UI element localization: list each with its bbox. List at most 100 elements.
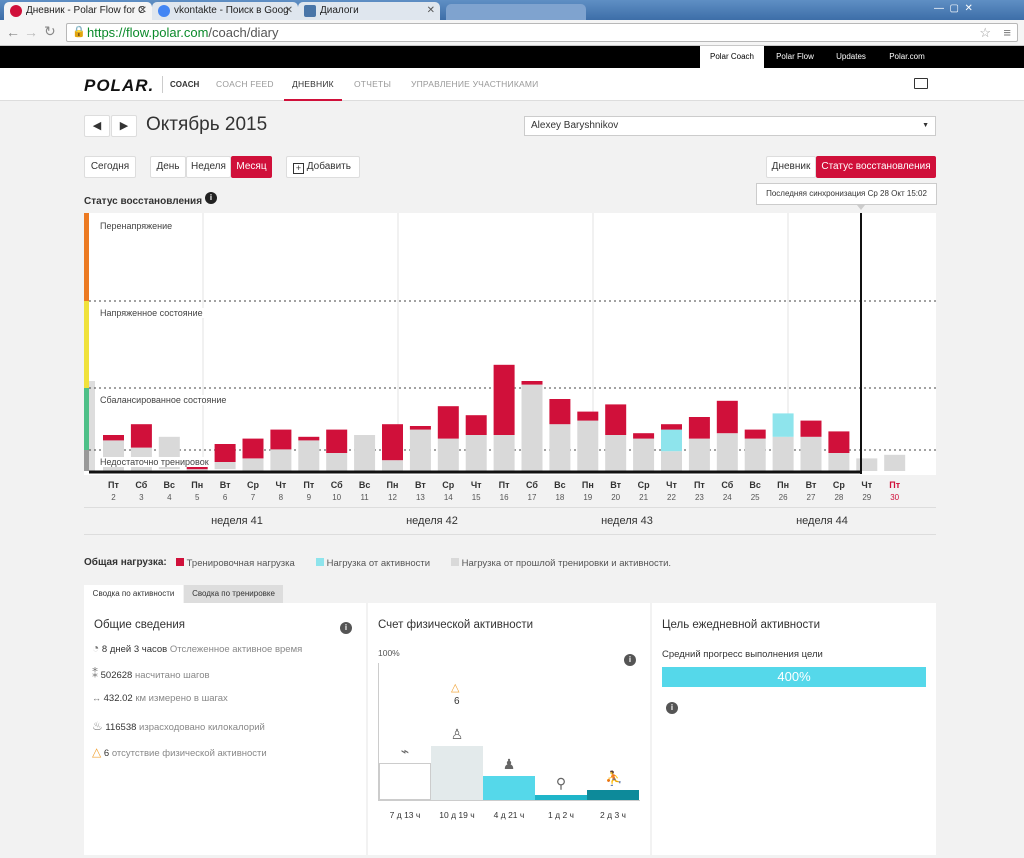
day-label: Сб — [135, 480, 148, 490]
info-icon[interactable]: i — [666, 702, 678, 714]
bar-previous-load — [856, 458, 878, 471]
diary-view-button[interactable]: Дневник — [766, 156, 816, 178]
topbar-updates[interactable]: Updates — [836, 52, 866, 61]
tab-activity-summary[interactable]: Сводка по активности — [84, 585, 183, 603]
bar-training-load — [605, 404, 627, 435]
day-label: Пт — [108, 480, 119, 490]
day-number: 2 — [111, 493, 116, 502]
activity-title: Счет физической активности — [378, 619, 534, 631]
tab-training-summary[interactable]: Сводка по тренировке — [184, 585, 283, 603]
bar-activity-load — [661, 429, 682, 452]
flame-icon: ♨ — [92, 719, 103, 733]
activity-baseline — [378, 800, 640, 801]
polar-logo[interactable]: POLAR. — [84, 76, 155, 95]
bar-training-load — [437, 406, 459, 439]
next-month-button[interactable]: ▶ — [111, 115, 137, 137]
chart-title: Статус восстановления — [84, 196, 203, 207]
bar-training-load — [382, 424, 403, 461]
forward-icon[interactable]: → — [24, 24, 38, 40]
nav-reports[interactable]: ОТЧЕТЫ — [354, 79, 392, 89]
prev-month-button[interactable]: ◀ — [84, 115, 110, 137]
day-label: Сб — [721, 480, 734, 490]
nav-manage-members[interactable]: УПРАВЛЕНИЕ УЧАСТНИКАМИ — [411, 79, 539, 89]
day-label: Вс — [749, 480, 761, 490]
browser-tab-google[interactable]: vkontakte - Поиск в Goog ✕ — [152, 2, 298, 20]
activity-bar — [431, 746, 483, 800]
bar-training-load — [493, 364, 515, 435]
zone-strip-balanced — [84, 388, 89, 450]
zone-strip-overreaching — [84, 213, 89, 301]
day-number: 30 — [890, 493, 900, 502]
axis-divider — [84, 507, 936, 508]
browser-tab-vk[interactable]: Диалоги ✕ — [298, 2, 440, 20]
footsteps-icon: ⁑ — [92, 667, 98, 681]
url-input[interactable]: 🔒 https://flow.polar.com/coach/diary ☆ ≡ — [66, 23, 1018, 42]
info-icon[interactable]: i — [340, 622, 352, 634]
clock-icon: ◔ — [92, 641, 100, 655]
month-button[interactable]: Месяц — [231, 156, 272, 178]
tooltip-arrow — [857, 205, 865, 210]
stat-inactivity: △ 6 отсутствие физической активности — [92, 745, 267, 759]
bar-previous-load — [688, 438, 710, 471]
topbar-polar-com[interactable]: Polar.com — [889, 52, 925, 61]
topbar-polar-coach[interactable]: Polar Coach — [700, 46, 764, 68]
add-button[interactable]: + Добавить — [286, 156, 360, 178]
main-nav: POLAR. COACH COACH FEED ДНЕВНИК ОТЧЕТЫ У… — [0, 68, 1024, 101]
day-number: 11 — [360, 493, 369, 502]
divider — [162, 76, 163, 93]
day-number: 21 — [639, 493, 649, 502]
day-label: Вт — [610, 480, 622, 490]
standing-icon: ♟ — [502, 756, 516, 772]
stat-distance: ↔ 432.02 км измерено в шагах — [92, 693, 228, 704]
day-label: Пн — [777, 480, 790, 490]
back-icon[interactable]: ← — [6, 24, 20, 40]
info-icon[interactable]: i — [624, 654, 636, 666]
bar-previous-load — [214, 462, 236, 470]
star-icon[interactable]: ☆ — [979, 25, 991, 40]
activity-bar — [535, 795, 587, 800]
close-icon[interactable]: ✕ — [284, 5, 293, 16]
recovery-chart: Перенапряжение Напряженное состояние Сба… — [84, 213, 936, 475]
window-controls[interactable]: — ▢ ✕ — [934, 3, 973, 14]
activity-bar-label: 10 д 19 ч — [439, 810, 475, 820]
reload-icon[interactable]: ↻ — [44, 23, 56, 39]
recovery-view-button[interactable]: Статус восстановления — [816, 156, 936, 178]
week-divider — [84, 534, 936, 535]
address-bar: ← → ↻ 🔒 https://flow.polar.com/coach/dia… — [0, 20, 1024, 46]
bar-previous-load — [270, 449, 292, 471]
polar-favicon — [10, 5, 22, 17]
bar-training-load — [800, 420, 822, 437]
warning-icon: △ — [451, 682, 460, 694]
activity-bar — [483, 776, 535, 800]
bar-training-load — [521, 381, 543, 385]
week-button[interactable]: Неделя — [186, 156, 231, 178]
day-label: Ср — [247, 480, 259, 490]
new-tab-button[interactable] — [446, 4, 586, 20]
close-icon[interactable]: ✕ — [426, 5, 435, 16]
browser-tabbar: Дневник - Polar Flow for C ✕ vkontakte - … — [0, 0, 1024, 20]
athlete-select[interactable]: Alexey Baryshnikov ▼ — [524, 116, 936, 136]
today-button[interactable]: Сегодня — [84, 156, 136, 178]
legend-previous: Нагрузка от прошлой тренировки и активно… — [451, 558, 671, 569]
close-icon[interactable]: ✕ — [138, 5, 147, 16]
bar-training-load — [242, 438, 264, 459]
bar-previous-load — [828, 453, 850, 471]
zone-label-strained: Напряженное состояние — [98, 308, 205, 318]
day-label: Вс — [358, 480, 371, 490]
nav-coach-feed[interactable]: COACH FEED — [216, 79, 274, 89]
legend-swatch — [316, 558, 324, 566]
topbar-polar-flow[interactable]: Polar Flow — [776, 52, 814, 61]
goal-title: Цель ежедневной активности — [662, 619, 820, 631]
info-icon[interactable]: i — [205, 192, 217, 204]
browser-tab-polar[interactable]: Дневник - Polar Flow for C ✕ — [4, 2, 152, 20]
bar-previous-load — [577, 420, 599, 471]
chat-icon[interactable] — [914, 78, 928, 89]
bar-training-load — [577, 411, 599, 421]
nav-diary[interactable]: ДНЕВНИК — [284, 68, 342, 101]
stat-steps: ⁑ 502628 насчитано шагов — [92, 667, 210, 681]
day-label: Вс — [554, 480, 566, 490]
day-button[interactable]: День — [150, 156, 186, 178]
warning-icon: △ — [92, 745, 102, 759]
menu-icon[interactable]: ≡ — [1003, 25, 1011, 40]
period-title: Октябрь 2015 — [146, 114, 268, 135]
